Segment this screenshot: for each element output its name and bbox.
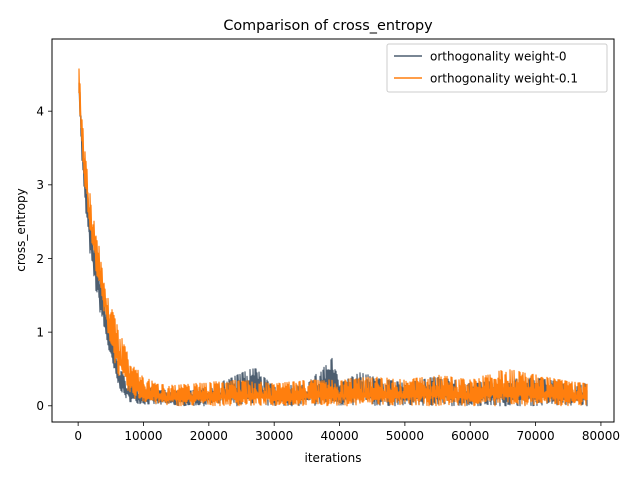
y-axis-label: cross_entropy <box>14 188 28 272</box>
x-tick-label: 30000 <box>255 429 293 443</box>
series-layer <box>78 68 588 407</box>
chart-title: Comparison of cross_entropy <box>223 18 433 34</box>
x-tick-label: 10000 <box>124 429 162 443</box>
x-tick-label: 50000 <box>386 429 424 443</box>
plot-frame <box>51 38 615 423</box>
legend-label-series-0: orthogonality weight-0 <box>430 50 567 64</box>
x-tick-label: 20000 <box>190 429 228 443</box>
legend: orthogonality weight-0 orthogonality wei… <box>386 43 608 93</box>
x-tick-label: 70000 <box>516 429 554 443</box>
y-tick-label: 2 <box>36 252 44 266</box>
x-axis-label: iterations <box>305 451 362 465</box>
x-tick-label: 60000 <box>451 429 489 443</box>
series-line-1 <box>78 68 588 407</box>
x-tick-label: 0 <box>74 429 82 443</box>
x-tick-label: 40000 <box>320 429 358 443</box>
x-tick-label: 80000 <box>582 429 620 443</box>
y-tick-label: 4 <box>36 104 44 118</box>
x-axis-ticks: 0 10000 20000 30000 40000 50000 60000 70000 8000… <box>74 422 620 443</box>
y-tick-label: 1 <box>36 325 44 339</box>
y-tick-label: 0 <box>36 399 44 413</box>
y-tick-label: 3 <box>36 178 44 192</box>
legend-box <box>386 43 608 93</box>
legend-label-series-1: orthogonality weight-0.1 <box>430 72 578 86</box>
y-axis-ticks: 0 1 2 3 4 <box>36 104 52 413</box>
series-line-0 <box>78 82 588 407</box>
